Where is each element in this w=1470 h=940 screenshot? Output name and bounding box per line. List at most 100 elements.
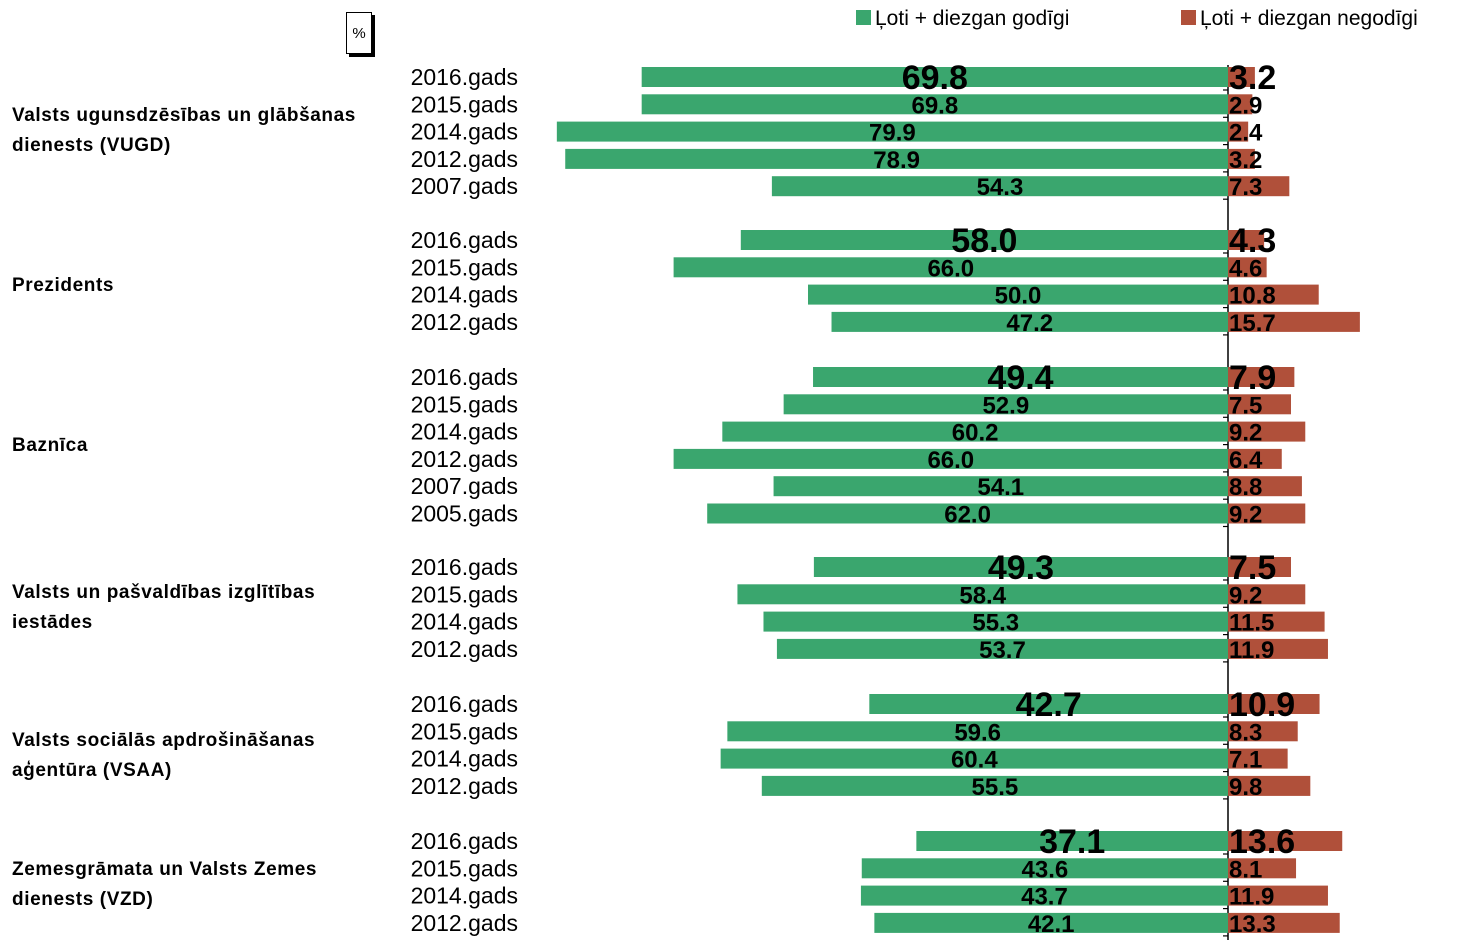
year-label: 2015.gads	[411, 391, 518, 417]
year-label: 2016.gads	[411, 554, 518, 580]
value-label-negative: 7.9	[1229, 359, 1276, 397]
year-label: 2015.gads	[411, 581, 518, 607]
bar-positive	[773, 476, 1228, 497]
bar-positive	[860, 885, 1228, 906]
value-label-negative: 2.4	[1229, 120, 1263, 147]
year-label: 2015.gads	[411, 855, 518, 881]
category-group: 2016.gads 37.1 13.6 2015.gads 43.6 8.1 2014.ga…	[411, 823, 1343, 938]
value-label-positive: 60.4	[951, 747, 998, 774]
value-label-negative: 10.8	[1229, 283, 1276, 310]
value-label-negative: 7.5	[1229, 392, 1262, 419]
bar-positive	[722, 421, 1228, 442]
bar-negative	[1228, 694, 1320, 714]
year-label: 2014.gads	[411, 609, 518, 635]
year-label: 2012.gads	[411, 146, 518, 172]
value-label-positive: 54.3	[977, 174, 1024, 201]
bar-negative	[1228, 885, 1328, 906]
bar-positive	[673, 448, 1228, 469]
bar-positive	[776, 638, 1228, 659]
value-label-positive: 69.8	[902, 59, 968, 97]
value-label-positive: 47.2	[1006, 310, 1053, 337]
bar-positive	[763, 611, 1228, 632]
year-label: 2005.gads	[411, 501, 518, 527]
category-label: Valsts ugunsdzēsības un glābšanas dienes…	[12, 105, 356, 156]
bar-positive	[813, 367, 1228, 387]
value-label-negative: 4.3	[1229, 222, 1276, 260]
value-label-negative: 13.6	[1229, 823, 1295, 861]
bar-positive	[737, 584, 1228, 605]
value-label-positive: 50.0	[995, 283, 1042, 310]
category-label: Zemesgrāmata un Valsts Zemes dienests (V…	[12, 859, 318, 910]
value-label-negative: 7.1	[1229, 747, 1262, 774]
value-label-negative: 4.6	[1229, 255, 1262, 282]
bar-negative	[1228, 584, 1306, 605]
bar-negative	[1228, 476, 1302, 497]
value-label-negative: 3.2	[1229, 147, 1262, 174]
bar-positive	[783, 394, 1228, 415]
bar-positive	[869, 694, 1228, 714]
bar-negative	[1228, 831, 1343, 851]
value-label-positive: 49.3	[988, 549, 1054, 587]
value-label-negative: 13.3	[1229, 911, 1276, 938]
bar-positive	[761, 775, 1228, 796]
bar-positive	[720, 748, 1228, 769]
value-label-positive: 59.6	[954, 719, 1001, 746]
value-label-negative: 3.2	[1229, 59, 1276, 97]
bar-positive	[673, 257, 1228, 278]
value-label-positive: 79.9	[869, 120, 916, 147]
category-group: 2016.gads 49.3 7.5 2015.gads 58.4 9.2 2014.gad…	[411, 549, 1328, 664]
year-label: 2012.gads	[411, 446, 518, 472]
category-group: 2016.gads 49.4 7.9 2015.gads 52.9 7.5 2014.gad…	[411, 359, 1306, 529]
bar-negative	[1228, 721, 1298, 742]
category-label: Prezidents	[12, 275, 115, 296]
legend-item-godigi-swatch	[856, 10, 871, 25]
bar-negative	[1228, 448, 1282, 469]
bar-negative	[1228, 557, 1291, 577]
value-label-positive: 60.2	[952, 420, 999, 447]
bar-negative	[1228, 176, 1290, 197]
category-group: 2016.gads 42.7 10.9 2015.gads 59.6 8.3 2014.ga…	[411, 686, 1320, 801]
category-label: Baznīca	[12, 435, 89, 456]
value-label-negative: 8.8	[1229, 474, 1262, 501]
year-label: 2012.gads	[411, 910, 518, 936]
bar-negative	[1228, 748, 1288, 769]
bar-negative	[1228, 638, 1328, 659]
value-label-positive: 42.7	[1016, 686, 1082, 724]
year-label: 2012.gads	[411, 636, 518, 662]
year-label: 2015.gads	[411, 254, 518, 280]
bar-positive	[808, 284, 1228, 305]
category-label: Valsts un pašvaldības izglītības iestāde…	[12, 582, 316, 633]
year-label: 2014.gads	[411, 883, 518, 909]
legend-item-godigi-label: Ļoti + diezgan godīgi	[875, 7, 1069, 30]
bar-positive	[831, 311, 1228, 332]
value-label-negative: 9.2	[1229, 420, 1262, 447]
bar-positive	[874, 912, 1228, 933]
value-label-positive: 66.0	[927, 255, 974, 282]
bar-negative	[1228, 121, 1249, 142]
value-label-negative: 11.5	[1229, 610, 1274, 637]
bar-positive	[771, 176, 1228, 197]
year-label: 2016.gads	[411, 828, 518, 854]
bar-negative	[1228, 775, 1311, 796]
value-label-negative: 9.2	[1229, 502, 1262, 529]
value-label-negative: 11.9	[1229, 637, 1274, 664]
value-label-negative: 8.3	[1229, 719, 1262, 746]
value-label-negative: 2.9	[1229, 92, 1262, 119]
value-label-positive: 66.0	[927, 447, 974, 474]
value-label-positive: 53.7	[979, 637, 1026, 664]
value-label-negative: 11.9	[1229, 884, 1274, 911]
value-label-positive: 49.4	[987, 359, 1053, 397]
unit-label-box: %	[346, 12, 372, 54]
value-label-negative: 9.2	[1229, 582, 1262, 609]
value-label-positive: 54.1	[977, 474, 1024, 501]
bar-positive	[641, 94, 1228, 115]
year-label: 2014.gads	[411, 746, 518, 772]
value-label-positive: 43.7	[1021, 884, 1068, 911]
bar-positive	[861, 858, 1228, 879]
category-group: 2016.gads 58.0 4.3 2015.gads 66.0 4.6 2014.gad…	[411, 222, 1360, 337]
value-label-positive: 42.1	[1028, 911, 1075, 938]
value-label-negative: 7.3	[1229, 174, 1262, 201]
year-label: 2014.gads	[411, 119, 518, 145]
year-label: 2016.gads	[411, 227, 518, 253]
year-label: 2012.gads	[411, 773, 518, 799]
